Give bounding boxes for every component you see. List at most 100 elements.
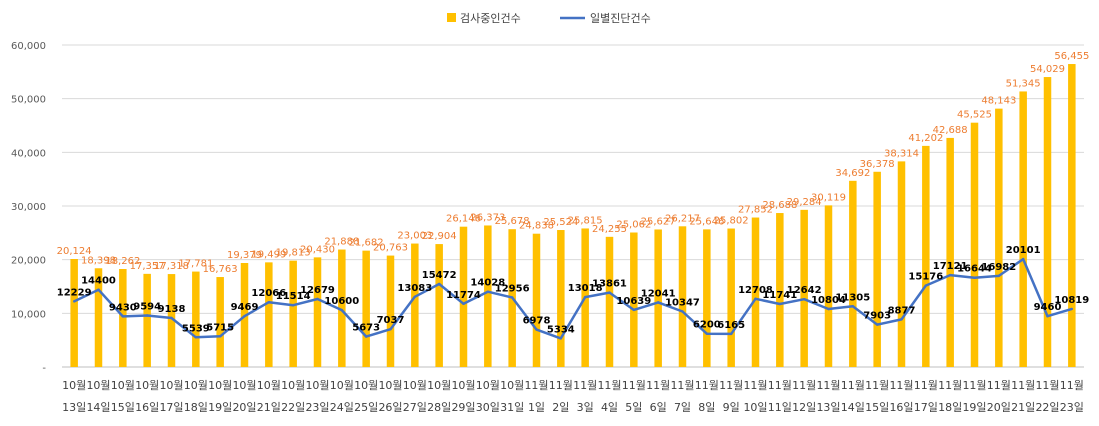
line-point xyxy=(194,336,198,339)
bar-data-label: 17,781 xyxy=(178,259,213,270)
bar xyxy=(411,243,419,367)
bar-data-label: 20,430 xyxy=(300,244,335,255)
x-tick-label: 14일 xyxy=(86,400,110,414)
line-point xyxy=(340,308,344,312)
line-point xyxy=(486,290,490,293)
bar-data-label: 17,318 xyxy=(154,261,189,272)
line-point xyxy=(145,314,149,317)
x-tick-label: 2일 xyxy=(552,400,569,414)
bar-data-label: 42,688 xyxy=(933,125,968,136)
x-tick-label: 18일 xyxy=(938,400,962,414)
bar-data-label: 45,525 xyxy=(957,110,992,121)
y-axis: - 10,000 20,000 30,000 40,000 50,000 60,000 xyxy=(11,41,46,374)
line-data-label: 5539 xyxy=(182,323,210,334)
line-data-label: 12041 xyxy=(641,288,676,299)
bar xyxy=(289,260,297,367)
line-data-label: 10819 xyxy=(1054,295,1089,306)
bar-data-label: 26,373 xyxy=(470,212,505,223)
x-tick-label: 10월 xyxy=(208,379,232,392)
line-data-label: 10600 xyxy=(324,296,359,307)
bar-data-label: 24,255 xyxy=(592,224,627,235)
bar-data-label: 38,314 xyxy=(884,148,919,159)
x-tick-label: 7일 xyxy=(674,400,691,414)
line-path xyxy=(73,257,1073,340)
x-tick-label: 10월 xyxy=(427,379,451,392)
line-data-label: 10639 xyxy=(616,296,651,307)
line-point xyxy=(218,335,222,338)
bar-data-label: 20,124 xyxy=(57,246,92,257)
bar-data-label: 30,119 xyxy=(811,192,846,203)
bar-data-label: 51,345 xyxy=(1006,78,1041,89)
line-data-label: 5673 xyxy=(352,323,380,334)
x-tick-label: 13일 xyxy=(816,400,840,414)
line-point xyxy=(535,328,538,331)
legend-bar-label: 검사중인건수 xyxy=(460,12,521,25)
line-data-label: 11305 xyxy=(835,292,870,303)
line-data-label: 12642 xyxy=(787,285,822,296)
bar-data-label: 17,357 xyxy=(130,261,165,272)
x-tick-label: 11월 xyxy=(889,379,913,392)
x-tick-label: 17일 xyxy=(914,400,938,414)
bar-data-label: 19,499 xyxy=(251,249,286,260)
x-tick-label: 11월 xyxy=(695,379,719,392)
x-tick-label: 17일 xyxy=(159,400,183,414)
bar xyxy=(265,262,273,367)
line-point xyxy=(681,310,684,313)
x-tick-label: 22일 xyxy=(281,400,305,414)
x-tick-label: 15일 xyxy=(111,400,135,414)
line-point xyxy=(754,297,757,301)
bar-data-label: 48,143 xyxy=(981,96,1016,107)
line-data-label: 14028 xyxy=(470,278,505,289)
bar-data-label: 21,888 xyxy=(324,237,359,248)
bar-data-label: 21,682 xyxy=(349,238,384,249)
line-data-label: 6978 xyxy=(523,316,551,327)
line-point xyxy=(608,291,611,294)
gridlines xyxy=(62,44,1084,368)
line-point xyxy=(1021,257,1025,261)
x-tick-label: 1일 xyxy=(528,400,545,414)
bar xyxy=(824,205,833,367)
legend: 검사중인건수 일별진단건수 xyxy=(447,11,651,25)
bar xyxy=(654,229,662,367)
line-data-label: 15176 xyxy=(908,272,943,283)
x-tick-label: 5일 xyxy=(625,400,642,414)
line-data-label: 9594 xyxy=(133,302,161,313)
line-point xyxy=(97,288,100,291)
x-tick-label: 11월 xyxy=(719,379,743,392)
x-tick-label: 11일 xyxy=(768,400,792,414)
bar xyxy=(751,217,760,367)
x-tick-label: 11월 xyxy=(524,379,548,392)
y-tick-label: 50,000 xyxy=(11,95,46,106)
line-data-label: 9460 xyxy=(1034,302,1062,313)
line-data-label: 12956 xyxy=(495,283,530,294)
x-tick-label: 10월 xyxy=(305,379,329,392)
bar-data-label: 34,692 xyxy=(835,168,870,179)
bar xyxy=(532,233,541,367)
bar xyxy=(849,180,857,367)
bar-data-label: 25,627 xyxy=(641,216,676,227)
x-tick-label: 11월 xyxy=(573,379,597,392)
bar xyxy=(386,255,395,367)
line-data-label: 13861 xyxy=(592,279,627,290)
bar xyxy=(216,277,224,367)
x-tick-label: 16일 xyxy=(889,400,913,414)
x-tick-label: 12일 xyxy=(792,400,816,414)
bar-data-labels: 20,12418,39818,26217,35717,31817,78116,7… xyxy=(57,51,1090,275)
x-tick-label: 11월 xyxy=(841,379,865,392)
x-tick-label: 8일 xyxy=(698,400,715,414)
x-tick-label: 13일 xyxy=(62,400,86,414)
bar xyxy=(167,274,176,367)
y-tick-label: 40,000 xyxy=(11,148,46,159)
line-point xyxy=(170,316,173,320)
line-data-label: 11514 xyxy=(276,291,311,302)
x-tick-label: 10월 xyxy=(354,379,378,392)
y-tick-label: - xyxy=(42,363,46,374)
line-series xyxy=(72,257,1074,340)
line-point xyxy=(924,284,928,287)
x-tick-label: 11월 xyxy=(1011,379,1035,392)
x-tick-label: 11월 xyxy=(1060,379,1084,392)
bar-data-label: 27,852 xyxy=(738,205,773,216)
bar-data-label: 19,813 xyxy=(276,248,311,259)
x-tick-label: 16일 xyxy=(135,400,159,414)
